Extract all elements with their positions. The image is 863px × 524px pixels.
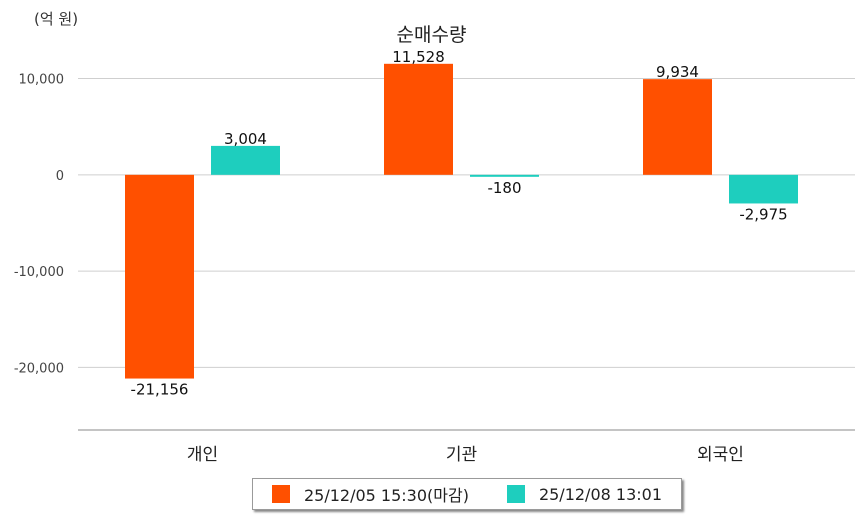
x-tick-label: 기관	[446, 445, 477, 465]
data-label: 9,934	[656, 63, 699, 81]
data-label: 3,004	[224, 130, 267, 148]
bar	[125, 174, 194, 379]
data-label: 11,528	[392, 48, 445, 66]
legend-swatch-series-2	[506, 485, 525, 503]
unit-label: (억 원)	[34, 10, 79, 28]
bar	[211, 145, 280, 175]
legend-item-series-1[interactable]: 25/12/05 15:30(마감)	[271, 482, 469, 506]
bar	[729, 174, 798, 204]
data-label: -2,975	[739, 205, 787, 223]
legend-label-series-1: 25/12/05 15:30(마감)	[303, 486, 469, 505]
y-tick-label: 10,000	[19, 73, 65, 88]
data-label: -180	[487, 179, 521, 197]
y-tick-label: -10,000	[14, 265, 64, 280]
bar	[470, 174, 539, 177]
legend-item-series-2[interactable]: 25/12/08 13:01	[506, 484, 662, 504]
bar	[643, 79, 712, 175]
data-label: -21,156	[131, 381, 189, 399]
y-tick-label: 0	[56, 169, 64, 184]
chart-title: 순매수량	[396, 24, 467, 46]
bar	[384, 63, 453, 175]
legend-swatch-series-1	[271, 485, 290, 503]
legend: 25/12/05 15:30(마감) 25/12/08 13:01	[252, 478, 682, 510]
legend-label-series-2: 25/12/08 13:01	[538, 484, 662, 504]
y-tick-label: -20,000	[14, 361, 64, 376]
x-tick-label: 외국인	[697, 445, 744, 465]
x-tick-label: 개인	[187, 445, 218, 465]
